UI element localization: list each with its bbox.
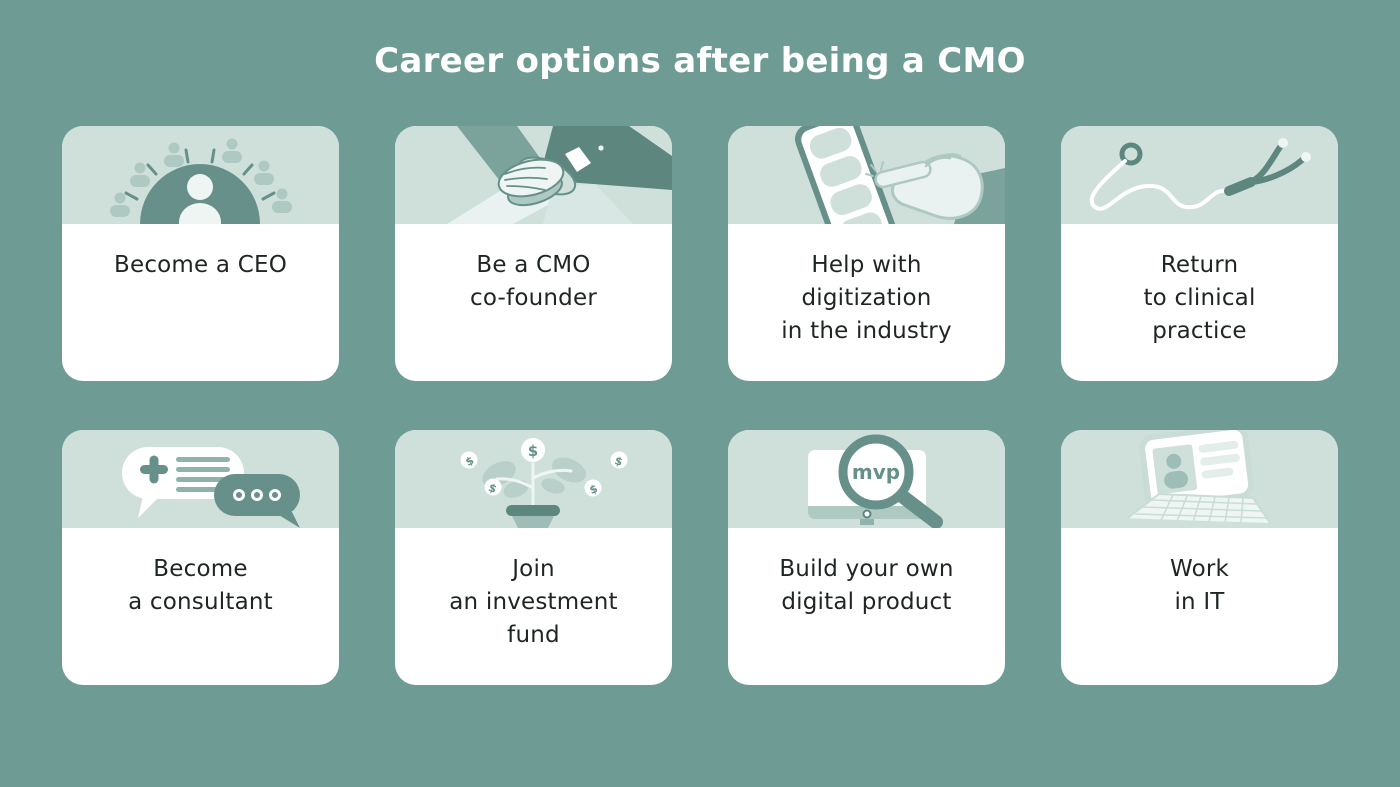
svg-text:$: $ xyxy=(588,482,600,497)
card-label: Become a consultant xyxy=(128,556,273,615)
phone-tap-icon xyxy=(794,126,1005,224)
card-illustration xyxy=(1061,126,1338,224)
page-title: Career options after being a CMO xyxy=(374,41,1026,81)
card-illustration xyxy=(1061,430,1338,528)
stethoscope-icon xyxy=(1089,138,1311,211)
laptop-id-icon xyxy=(1120,430,1277,528)
card-become-a-ceo: Become a CEO xyxy=(62,126,339,381)
card-cmo-cofounder: Be a CMO co-founder xyxy=(395,126,672,381)
card-label: Work in IT xyxy=(1169,556,1230,615)
card-clinical-practice: Return to clinical practice xyxy=(1061,126,1338,381)
ceo-crowd-icon xyxy=(110,138,292,224)
svg-text:$: $ xyxy=(613,454,624,469)
card-label: Become a CEO xyxy=(113,252,287,278)
magnifier-label: mvp xyxy=(852,460,900,484)
card-label: Be a CMO co-founder xyxy=(470,252,597,311)
money-plant-icon: $ $ $ $ $ xyxy=(460,438,628,528)
chat-bubbles-icon xyxy=(122,447,300,528)
card-illustration: $ $ $ $ $ xyxy=(395,430,672,528)
svg-text:$: $ xyxy=(486,481,498,496)
card-label: Return to clinical practice xyxy=(1143,252,1256,344)
cards-grid: Become a CEO Be a xyxy=(0,126,1400,685)
card-label: Help with digitization in the industry xyxy=(781,252,952,344)
card-digital-product: mvp Build your own digital product xyxy=(728,430,1005,685)
card-label: Build your own digital product xyxy=(779,556,954,615)
card-illustration xyxy=(728,126,1005,224)
coin-symbol: $ xyxy=(528,442,538,460)
card-illustration: mvp xyxy=(728,430,1005,528)
card-consultant: Become a consultant xyxy=(62,430,339,685)
card-illustration xyxy=(395,126,672,224)
card-work-in-it: Work in IT xyxy=(1061,430,1338,685)
card-illustration xyxy=(62,430,339,528)
stacked-hands-icon xyxy=(447,126,672,224)
card-label: Join an investment fund xyxy=(449,556,618,648)
mvp-magnifier-icon: mvp xyxy=(808,434,943,528)
card-illustration xyxy=(62,126,339,224)
card-investment-fund: $ $ $ $ $ Join an investment fund xyxy=(395,430,672,685)
card-digitization: Help with digitization in the industry xyxy=(728,126,1005,381)
